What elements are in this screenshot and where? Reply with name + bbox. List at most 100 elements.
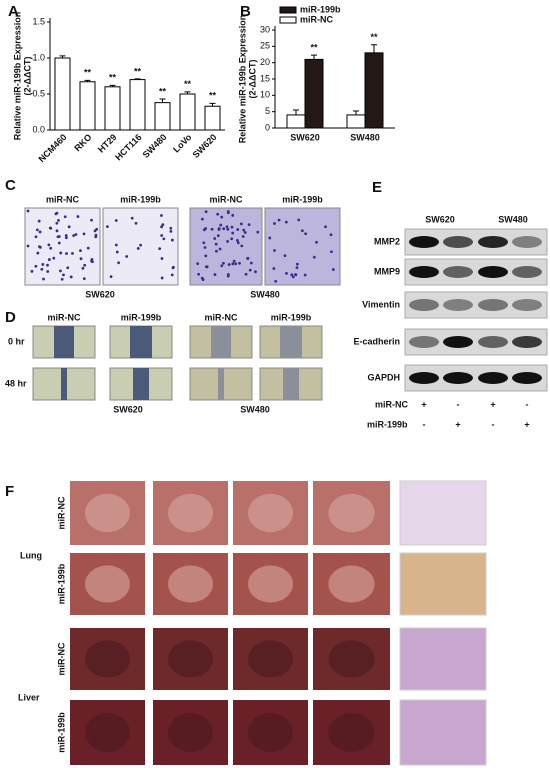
cell-stain: [300, 229, 304, 233]
cell-stain: [57, 241, 61, 245]
cell-stain: [203, 246, 207, 249]
cell-stain: [35, 228, 39, 232]
tissue-label: Liver: [18, 692, 40, 702]
blot-band: [409, 236, 439, 248]
blot-band: [409, 266, 439, 278]
blot-band: [443, 236, 473, 248]
bar: [104, 86, 121, 131]
cell-stain: [256, 230, 260, 234]
blot-band: [512, 336, 542, 348]
cell-stain: [170, 273, 174, 277]
cell-stain: [236, 239, 239, 242]
cell-stain: [230, 225, 234, 229]
x-tick-label: LoVo: [171, 132, 194, 155]
tissue-label: Lung: [20, 550, 42, 560]
cell-stain: [273, 249, 276, 252]
cell-stain: [273, 222, 276, 225]
wound-gap: [54, 326, 74, 358]
cell-stain: [83, 263, 87, 267]
cell-stain: [74, 233, 78, 236]
cell-stain: [62, 273, 65, 277]
cell-stain: [231, 231, 235, 235]
x-tick-label: NCM460: [36, 132, 68, 164]
cell-stain: [244, 272, 248, 276]
cell-stain: [36, 251, 40, 255]
cell-stain: [91, 260, 94, 264]
wound-gap: [218, 368, 224, 400]
cell-stain: [291, 275, 295, 279]
cell-stain: [324, 225, 327, 229]
wound-gap: [130, 326, 152, 358]
organ-highlight: [168, 493, 213, 533]
treatment-sign: -: [423, 419, 426, 429]
protein-label: Vimentin: [362, 299, 400, 309]
cell-stain: [285, 272, 288, 275]
error-bar: [311, 54, 317, 60]
cell-stain: [217, 228, 221, 231]
wound-gap: [211, 326, 231, 358]
cell-stain: [315, 240, 318, 244]
cell-stain: [82, 232, 86, 236]
cell-line-label: SW620: [425, 214, 455, 224]
cell-stain: [71, 252, 74, 255]
bar: [304, 58, 324, 129]
organ-highlight: [168, 640, 213, 678]
x-tick-label: SW620: [191, 132, 219, 160]
treatment-sign: -: [526, 399, 529, 409]
cell-stain: [231, 262, 235, 266]
treatment-sign: +: [524, 419, 529, 429]
cell-stain: [330, 250, 333, 254]
organ-highlight: [248, 713, 293, 752]
cell-stain: [72, 234, 76, 238]
cell-stain: [312, 255, 316, 259]
cell-stain: [304, 232, 307, 236]
y-tick-label: 1.5: [32, 16, 45, 26]
cell-stain: [46, 270, 50, 273]
cell-stain: [160, 234, 164, 237]
wound-gap: [280, 326, 302, 358]
group-label: miR-NC: [46, 194, 79, 204]
blot-band: [443, 266, 473, 278]
cell-stain: [160, 214, 163, 217]
y-tick-label: 0.5: [32, 88, 45, 98]
cell-stain: [79, 257, 83, 261]
treatment-label: miR-NC: [375, 399, 408, 409]
y-axis-label: Relative miR-199b Expression: [12, 12, 22, 141]
legend-swatch: [279, 6, 297, 14]
cell-stain: [130, 216, 134, 220]
cell-stain: [232, 259, 236, 263]
bar: [54, 57, 71, 131]
cell-stain: [30, 269, 34, 273]
cell-stain: [59, 269, 62, 273]
cell-stain: [55, 221, 59, 225]
organ-highlight: [168, 713, 213, 752]
blot-band: [443, 299, 473, 311]
cell-stain: [241, 235, 245, 238]
blot-band: [443, 372, 473, 384]
error-bar: [353, 110, 359, 115]
y-tick-label: 0: [265, 122, 270, 132]
protein-label: MMP2: [374, 236, 400, 246]
y-axis-label: Relative miR-199b Expression: [237, 15, 247, 144]
legend-swatch: [279, 16, 297, 24]
cell-stain: [114, 219, 118, 222]
cell-stain: [197, 272, 201, 276]
blot-band: [512, 266, 542, 278]
group-label: miR-199b: [282, 194, 323, 204]
cell-stain: [40, 267, 44, 271]
group-label: miR-199b: [120, 194, 161, 204]
error-bar: [371, 44, 377, 53]
y-tick-label: 1.0: [32, 52, 45, 62]
cell-stain: [226, 274, 230, 278]
cell-stain: [272, 267, 276, 270]
cell-stain: [26, 209, 30, 213]
organ-highlight: [328, 565, 375, 603]
cell-stain: [248, 268, 252, 272]
panel-letter: D: [5, 309, 16, 326]
cell-stain: [220, 215, 224, 219]
cell-stain: [172, 265, 175, 269]
cell-stain: [268, 236, 272, 240]
group-label: miR-199b: [56, 563, 66, 604]
cell-stain: [158, 247, 162, 251]
cell-stain: [283, 254, 287, 258]
